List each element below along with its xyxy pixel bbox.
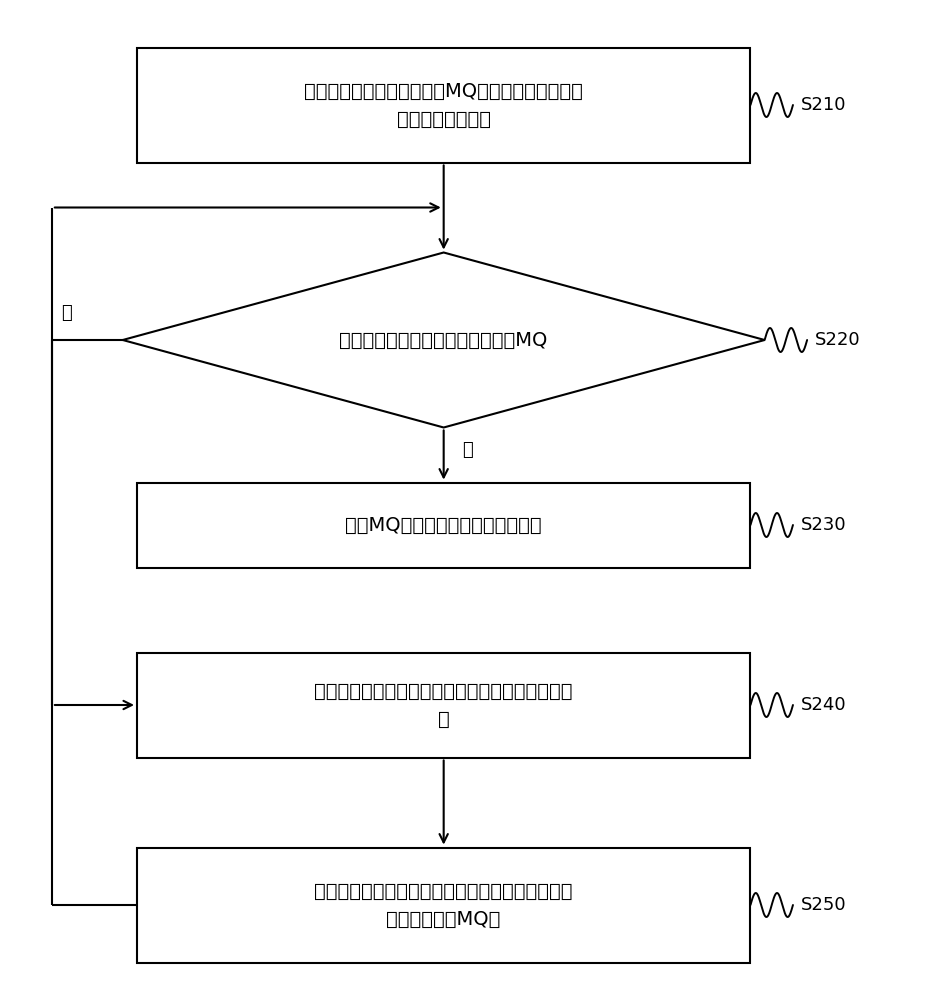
Text: S250: S250 [801, 896, 846, 914]
Text: 如果下次传输时间间隔到达，调取缓存中存储的数
据再次传输至MQ中: 如果下次传输时间间隔到达，调取缓存中存储的数 据再次传输至MQ中 [314, 882, 573, 928]
FancyBboxPatch shape [137, 848, 750, 962]
Text: S230: S230 [801, 516, 846, 534]
Polygon shape [123, 252, 765, 428]
Text: 将发送方提交的数据传输至MQ，并将发送方提交的
数据保存至缓存中: 将发送方提交的数据传输至MQ，并将发送方提交的 数据保存至缓存中 [304, 82, 583, 128]
Text: 是: 是 [463, 441, 473, 459]
Text: S210: S210 [801, 96, 846, 114]
Text: 否: 否 [61, 304, 72, 322]
FancyBboxPatch shape [137, 483, 750, 568]
Text: 根据预先记录的传输失败次数确定下次传输时间间
隔: 根据预先记录的传输失败次数确定下次传输时间间 隔 [314, 682, 573, 728]
FancyBboxPatch shape [137, 652, 750, 758]
Text: S220: S220 [815, 331, 860, 349]
Text: 判断提交的数据是否能成功传输至MQ: 判断提交的数据是否能成功传输至MQ [340, 330, 548, 350]
Text: 通过MQ将回调的数据推送至接收方: 通过MQ将回调的数据推送至接收方 [346, 516, 542, 534]
FancyBboxPatch shape [137, 47, 750, 162]
Text: S240: S240 [801, 696, 846, 714]
